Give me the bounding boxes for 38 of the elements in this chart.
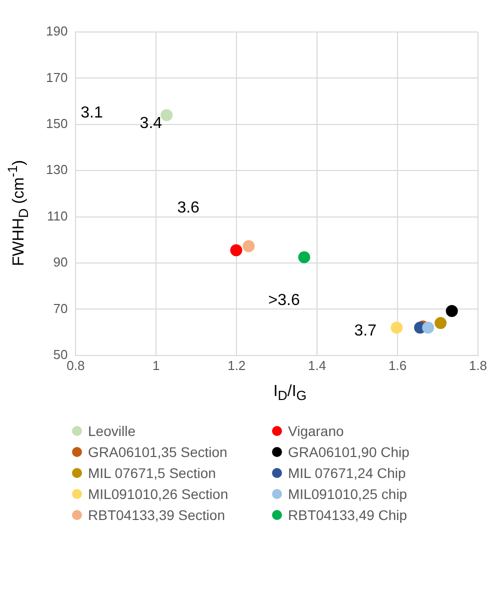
legend-label: RBT04133,49 Chip [288,507,408,523]
point [434,317,447,330]
legend-label: GRA06101,90 Chip [288,444,410,460]
legend-label: MIL 07671,24 Chip [288,465,406,481]
legend-label: Vigarano [288,423,344,439]
annotation: >3.6 [268,292,300,309]
x-tick-label: 1.2 [228,358,246,373]
annotation: 3.7 [354,322,377,340]
y-tick-label: 110 [46,208,68,224]
x-tick-label: 1 [152,358,160,373]
annotation: 3.1 [80,104,103,122]
y-tick-label: 90 [53,254,68,270]
x-tick-label: 1.6 [388,358,407,373]
legend-label: MIL091010,26 Section [88,486,228,502]
annotation: 3.6 [177,200,200,217]
y-tick-label: 50 [53,346,68,362]
point [242,240,255,252]
legend-label: Leoville [88,423,136,439]
legend-label: RBT04133,39 Section [88,507,225,523]
x-tick-label: 1.8 [468,358,488,373]
legend-label: MIL 07671,5 Section [88,465,216,481]
y-tick-label: 70 [53,300,68,316]
point [390,322,403,334]
y-tick-label: 190 [46,24,68,39]
x-tick-label: 0.8 [66,358,85,373]
legend-label: MIL091010,25 chip [288,486,408,502]
annotation: 3.4 [140,114,162,132]
point [446,305,458,318]
y-tick-label: 150 [46,116,68,131]
y-tick-label: 170 [46,70,68,85]
point [160,109,173,122]
point [422,322,434,334]
x-tick-label: 1.4 [308,358,326,373]
x-axis-title: I$_{D}$/I$_{G}$ [272,383,308,404]
y-tick-label: 130 [46,162,68,178]
point [230,244,242,256]
legend-label: GRA06101,35 Section [88,444,228,460]
point [298,251,310,264]
